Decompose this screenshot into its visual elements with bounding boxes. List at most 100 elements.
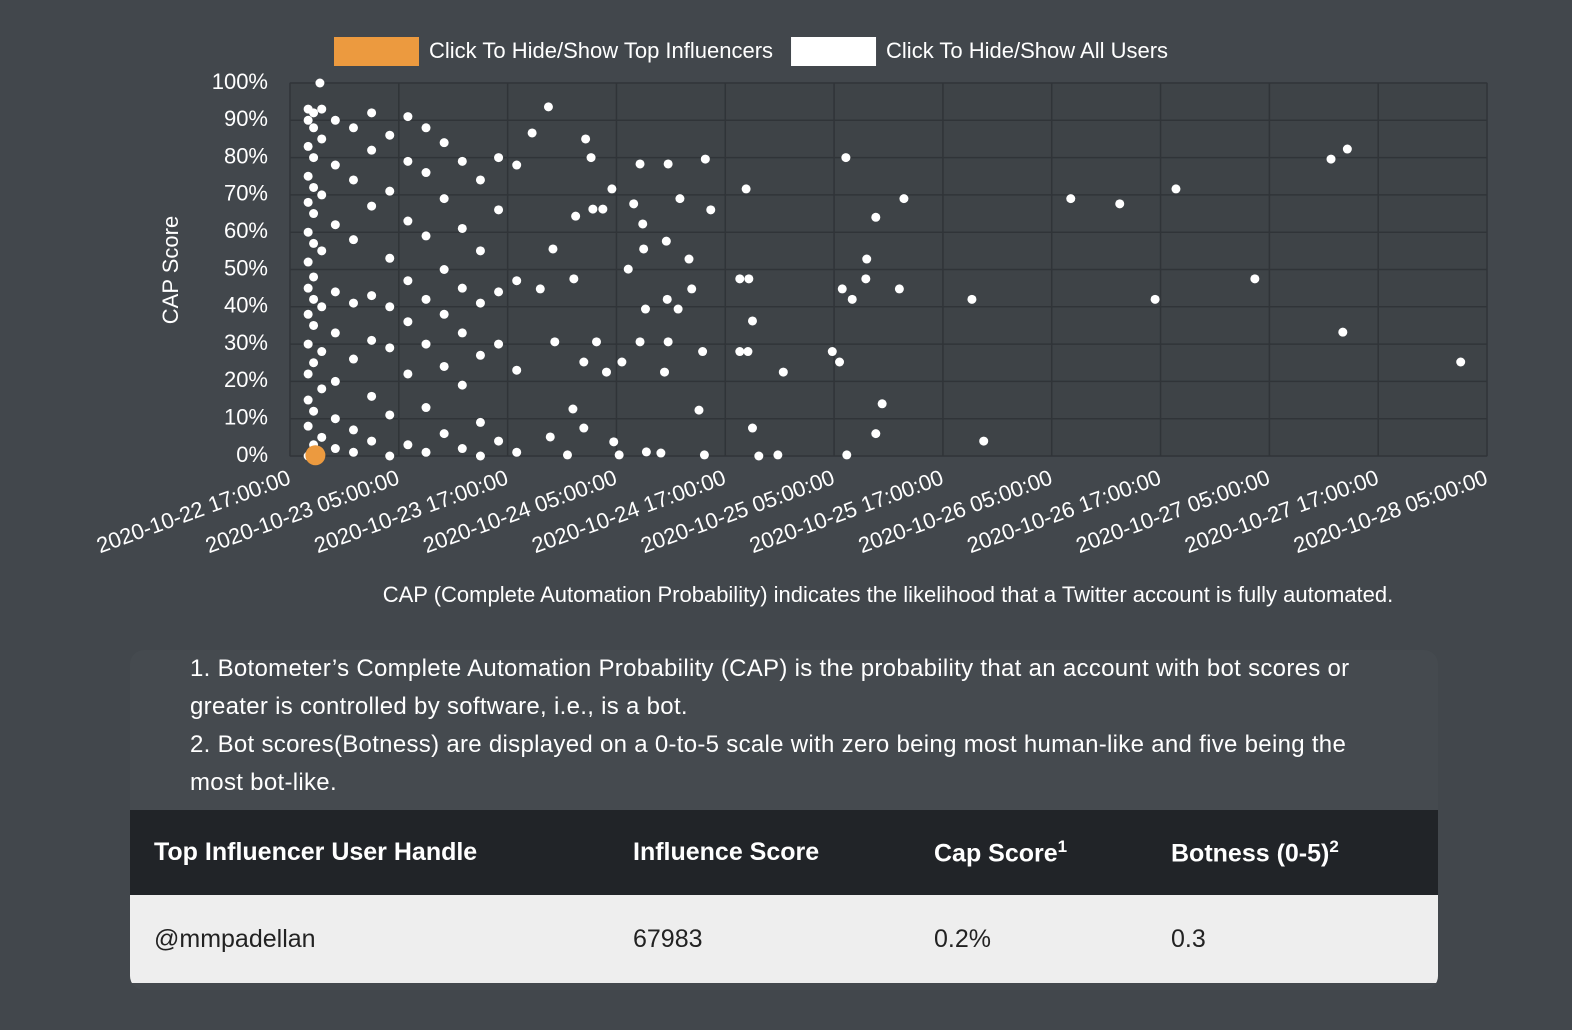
point	[548, 244, 558, 254]
point	[367, 201, 377, 211]
point	[735, 347, 745, 357]
point	[550, 337, 560, 347]
point	[367, 108, 377, 118]
point	[967, 294, 977, 304]
y-tick-label: 10%	[224, 405, 268, 430]
point	[305, 445, 326, 466]
legend-item[interactable]: Click To Hide/Show Top Influencers	[334, 37, 773, 66]
point	[330, 287, 340, 297]
point	[457, 328, 467, 338]
point	[592, 337, 602, 347]
legend-swatch	[334, 37, 419, 66]
point	[385, 130, 395, 140]
point	[439, 194, 449, 204]
caption: CAP (Complete Automation Probability) in…	[383, 582, 1394, 607]
table-row: @mmpadellan 67983 0.2% 0.3	[130, 895, 1438, 983]
point	[629, 199, 639, 209]
footnote-mark: 2	[1329, 836, 1339, 856]
y-tick-label: 20%	[224, 367, 268, 392]
point	[330, 444, 340, 454]
point	[684, 254, 694, 264]
point	[571, 211, 581, 221]
point	[439, 138, 449, 148]
point	[747, 316, 757, 326]
point	[1456, 357, 1466, 367]
point	[317, 104, 327, 114]
point	[662, 294, 672, 304]
point	[700, 154, 710, 164]
y-tick-label: 40%	[224, 293, 268, 318]
point	[330, 115, 340, 125]
point	[317, 134, 327, 144]
point	[403, 276, 413, 286]
footnote-mark: 1	[1057, 836, 1068, 856]
x-tick-label: 2020-10-28 05:00:00	[1290, 465, 1491, 558]
point	[569, 274, 579, 284]
point	[309, 209, 319, 219]
point	[475, 451, 485, 461]
point	[303, 115, 313, 125]
point	[687, 284, 697, 294]
point	[1338, 327, 1348, 337]
point	[317, 246, 327, 256]
point	[309, 358, 319, 368]
point	[403, 216, 413, 226]
point	[635, 337, 645, 347]
point	[330, 376, 340, 386]
point	[315, 78, 325, 88]
point	[494, 436, 504, 446]
point	[309, 153, 319, 163]
point	[778, 367, 788, 377]
series-points	[303, 78, 1466, 461]
point	[403, 112, 413, 122]
point	[421, 339, 431, 349]
point	[699, 450, 709, 460]
point	[638, 219, 648, 229]
point	[607, 184, 617, 194]
point	[661, 236, 671, 246]
point	[309, 123, 319, 133]
point	[639, 244, 649, 254]
point	[494, 287, 504, 297]
point	[1066, 194, 1076, 204]
point	[527, 128, 537, 138]
point	[303, 421, 313, 431]
point	[309, 294, 319, 304]
header-text: Cap Score	[934, 839, 1058, 868]
point	[348, 354, 358, 364]
table-cell: 0.2%	[910, 895, 1147, 983]
point	[706, 205, 716, 215]
point	[614, 450, 624, 460]
point	[1326, 154, 1336, 164]
note: 2. Bot scores(Botness) are displayed on …	[190, 731, 1347, 796]
point	[841, 153, 851, 163]
point	[535, 284, 545, 294]
point	[330, 328, 340, 338]
point	[623, 264, 633, 274]
point	[348, 447, 358, 457]
point	[475, 175, 485, 185]
point	[663, 159, 673, 169]
point	[421, 294, 431, 304]
point	[494, 339, 504, 349]
point	[348, 298, 358, 308]
header-text: Influence Score	[633, 838, 820, 866]
point	[317, 432, 327, 442]
point	[743, 347, 753, 357]
point	[694, 405, 704, 415]
point	[586, 153, 596, 163]
point	[871, 429, 881, 439]
point	[385, 302, 395, 312]
point	[303, 257, 313, 267]
header-text: Botness (0-5)	[1171, 839, 1330, 868]
legend-swatch	[791, 37, 877, 66]
point	[439, 265, 449, 274]
point	[698, 347, 708, 357]
legend-item[interactable]: Click To Hide/Show All Users	[791, 37, 1168, 66]
point	[330, 160, 340, 170]
point	[457, 223, 467, 233]
point	[871, 212, 881, 222]
y-tick-label: 100%	[212, 69, 268, 94]
point	[842, 450, 852, 460]
